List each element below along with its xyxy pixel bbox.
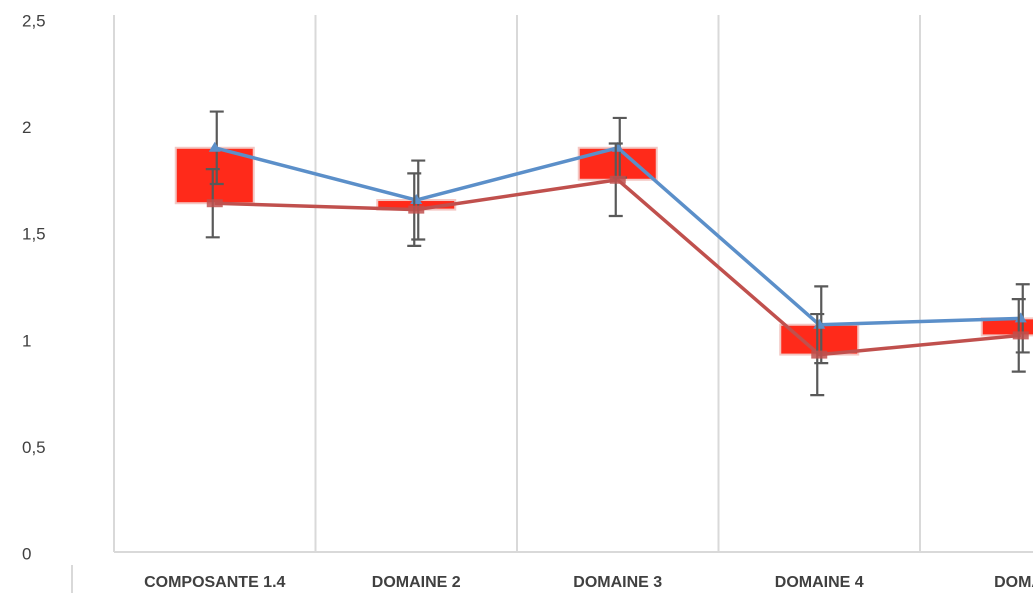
marker — [408, 205, 425, 214]
x-tick-label: DOMAINE 2 — [372, 574, 461, 591]
y-tick-label: 0 — [22, 544, 31, 563]
marker — [609, 175, 626, 184]
y-tick-label: 1,5 — [22, 225, 46, 244]
y-tick-label: 2 — [22, 118, 31, 137]
series-line — [214, 178, 1021, 357]
marker — [1012, 331, 1029, 340]
y-tick-label: 0,5 — [22, 438, 46, 457]
marker — [811, 350, 828, 359]
y-tick-label: 1 — [22, 331, 31, 350]
up-down-bar — [577, 146, 658, 181]
marker — [208, 141, 221, 152]
x-tick-label: DOMAINE 4 — [775, 574, 864, 591]
x-tick-label: COMPOSANTE 1.4 — [144, 574, 285, 591]
marker — [206, 199, 223, 208]
x-tick-label: DOMAI — [994, 574, 1033, 591]
x-tick-label: DOMAINE 3 — [573, 574, 662, 591]
y-tick-label: 2,5 — [22, 11, 46, 30]
